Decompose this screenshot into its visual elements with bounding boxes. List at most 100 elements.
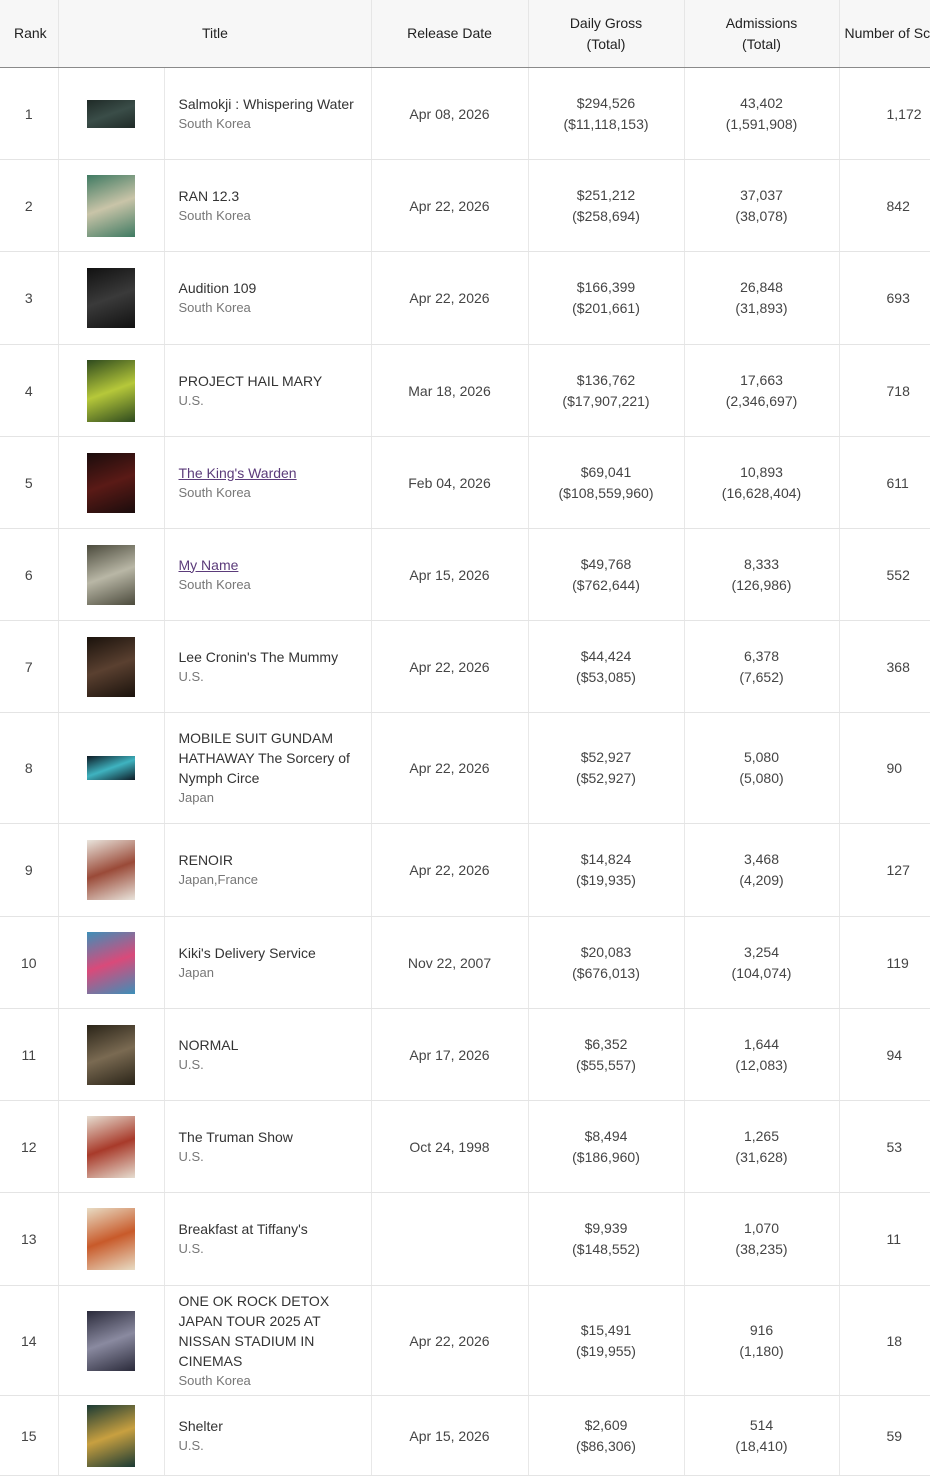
movie-poster[interactable] xyxy=(87,636,135,697)
table-row[interactable]: 11 NORMAL U.S. Apr 17, 2026 $6,352 ($55,557) 1… xyxy=(0,1008,930,1101)
screens-cell: 119 xyxy=(839,916,930,1009)
table-row[interactable]: 7 Lee Cronin's The Mummy U.S. Apr 22, 2026 $… xyxy=(0,620,930,713)
rank-cell: 15 xyxy=(0,1395,59,1476)
movie-title: Salmokji : Whispering Water xyxy=(178,95,354,112)
movie-title[interactable]: The King's Warden xyxy=(178,464,297,481)
daily-gross-cell: $8,494 ($186,960) xyxy=(528,1100,685,1193)
title-cell: RENOIR Japan,France xyxy=(164,823,372,917)
admissions-total: (5,080) xyxy=(739,770,784,786)
table-row[interactable]: 8 MOBILE SUIT GUNDAM HATHAWAY The Sorcery… xyxy=(0,712,930,824)
movie-poster[interactable] xyxy=(87,174,135,237)
screens-cell: 90 xyxy=(839,712,930,824)
movie-poster[interactable] xyxy=(87,268,135,328)
movie-poster[interactable] xyxy=(87,99,135,128)
rank-cell: 7 xyxy=(0,620,59,713)
daily-gross: $294,526 xyxy=(576,94,636,111)
screens-cell: 11 xyxy=(839,1192,930,1286)
release-date-cell: Nov 22, 2007 xyxy=(371,916,529,1009)
table-row[interactable]: 3 Audition 109 South Korea Apr 22, 2026 $166… xyxy=(0,251,930,345)
movie-country: Japan xyxy=(178,964,214,980)
movie-poster[interactable] xyxy=(87,359,135,422)
table-row[interactable]: 15 Shelter U.S. Apr 15, 2026 $2,609 ($86,306)… xyxy=(0,1395,930,1476)
admissions-cell: 17,663 (2,346,697) xyxy=(684,344,840,437)
movie-poster[interactable] xyxy=(87,1024,135,1085)
admissions-total: (16,628,404) xyxy=(721,484,802,501)
rank-cell: 12 xyxy=(0,1100,59,1193)
admissions: 514 xyxy=(749,1416,774,1433)
daily-gross-cell: $49,768 ($762,644) xyxy=(528,528,685,621)
admissions-total: (7,652) xyxy=(739,668,784,685)
daily-gross: $20,083 xyxy=(580,943,632,960)
title-cell: ONE OK ROCK DETOX JAPAN TOUR 2025 AT NIS… xyxy=(164,1285,372,1396)
poster-cell xyxy=(58,436,165,529)
admissions: 6,378 xyxy=(743,647,780,664)
admissions: 8,333 xyxy=(743,555,780,572)
rank-cell: 9 xyxy=(0,823,59,917)
admissions: 43,402 xyxy=(740,94,783,111)
daily-gross-cell: $15,491 ($19,955) xyxy=(528,1285,685,1396)
title-cell: The Truman Show U.S. xyxy=(164,1100,372,1193)
table-row[interactable]: 13 Breakfast at Tiffany's U.S. $9,939 ($148,… xyxy=(0,1192,930,1286)
movie-country: U.S. xyxy=(178,1241,204,1256)
rank-cell: 13 xyxy=(0,1192,59,1286)
title-cell: RAN 12.3 South Korea xyxy=(164,159,372,252)
daily-gross: $49,768 xyxy=(580,555,632,572)
release-date-cell xyxy=(371,1192,529,1286)
admissions-cell: 1,265 (31,628) xyxy=(684,1100,840,1193)
movie-poster[interactable] xyxy=(87,1404,135,1467)
gross-total: ($108,559,960) xyxy=(558,484,654,501)
movie-poster[interactable] xyxy=(87,840,135,900)
table-row[interactable]: 5 The King's Warden South Korea Feb 04, 202… xyxy=(0,436,930,529)
title-header[interactable]: Title xyxy=(164,0,372,68)
admissions-header-label: Admissions xyxy=(725,14,798,31)
table-row[interactable]: 14 ONE OK ROCK DETOX JAPAN TOUR 2025 AT N… xyxy=(0,1285,930,1396)
movie-poster[interactable] xyxy=(87,756,135,780)
screens-cell: 127 xyxy=(839,823,930,917)
admissions: 1,644 xyxy=(743,1035,780,1052)
movie-poster[interactable] xyxy=(87,1115,135,1178)
daily-gross: $15,491 xyxy=(580,1321,632,1338)
admissions-cell: 10,893 (16,628,404) xyxy=(684,436,840,529)
title-cell: MOBILE SUIT GUNDAM HATHAWAY The Sorcery … xyxy=(164,712,372,824)
movie-poster[interactable] xyxy=(87,544,135,605)
poster-cell xyxy=(58,1192,165,1286)
admissions-cell: 43,402 (1,591,908) xyxy=(684,67,840,160)
table-row[interactable]: 1 Salmokji : Whispering Water South Korea A… xyxy=(0,67,930,160)
table-row[interactable]: 2 RAN 12.3 South Korea Apr 22, 2026 $251,212… xyxy=(0,159,930,252)
daily-gross: $136,762 xyxy=(576,371,636,388)
table-row[interactable]: 10 Kiki's Delivery Service Japan Nov 22, 20… xyxy=(0,916,930,1009)
movie-poster[interactable] xyxy=(87,1208,135,1270)
gross-total: ($17,907,221) xyxy=(562,392,650,409)
movie-title[interactable]: My Name xyxy=(178,556,239,573)
daily-gross-cell: $14,824 ($19,935) xyxy=(528,823,685,917)
table-row[interactable]: 9 RENOIR Japan,France Apr 22, 2026 $14,824 ($… xyxy=(0,823,930,917)
table-row[interactable]: 6 My Name South Korea Apr 15, 2026 $49,768 ($… xyxy=(0,528,930,621)
admissions: 26,848 xyxy=(740,279,783,295)
release-date-cell: Apr 22, 2026 xyxy=(371,1285,529,1396)
movie-poster[interactable] xyxy=(87,931,135,994)
release-date-header[interactable]: Release Date xyxy=(371,0,529,68)
daily-gross-header[interactable]: Daily Gross (Total) xyxy=(528,0,685,68)
movie-poster[interactable] xyxy=(87,1310,135,1371)
daily-gross-header-label: Daily Gross xyxy=(569,14,643,31)
rank-header[interactable]: Rank xyxy=(0,0,59,68)
poster-cell xyxy=(58,1285,165,1396)
rank-cell: 11 xyxy=(0,1008,59,1101)
admissions-header[interactable]: Admissions (Total) xyxy=(684,0,840,68)
daily-gross: $69,041 xyxy=(580,463,632,480)
title-cell: Lee Cronin's The Mummy U.S. xyxy=(164,620,372,713)
movie-title: Breakfast at Tiffany's xyxy=(178,1221,308,1237)
gross-total: ($148,552) xyxy=(572,1241,640,1257)
table-row[interactable]: 12 The Truman Show U.S. Oct 24, 1998 $8,494 (… xyxy=(0,1100,930,1193)
rank-cell: 14 xyxy=(0,1285,59,1396)
table-row[interactable]: 4 PROJECT HAIL MARY U.S. Mar 18, 2026 $136,7… xyxy=(0,344,930,437)
movie-country: U.S. xyxy=(178,1056,204,1072)
movie-title: ONE OK ROCK DETOX JAPAN TOUR 2025 AT NIS… xyxy=(178,1292,330,1369)
movie-poster[interactable] xyxy=(87,452,135,513)
release-date-cell: Apr 15, 2026 xyxy=(371,528,529,621)
admissions-total: (1,591,908) xyxy=(725,115,798,132)
screens-header[interactable]: Number of Scr xyxy=(839,0,930,68)
movie-country: South Korea xyxy=(178,1372,251,1388)
admissions-cell: 916 (1,180) xyxy=(684,1285,840,1396)
